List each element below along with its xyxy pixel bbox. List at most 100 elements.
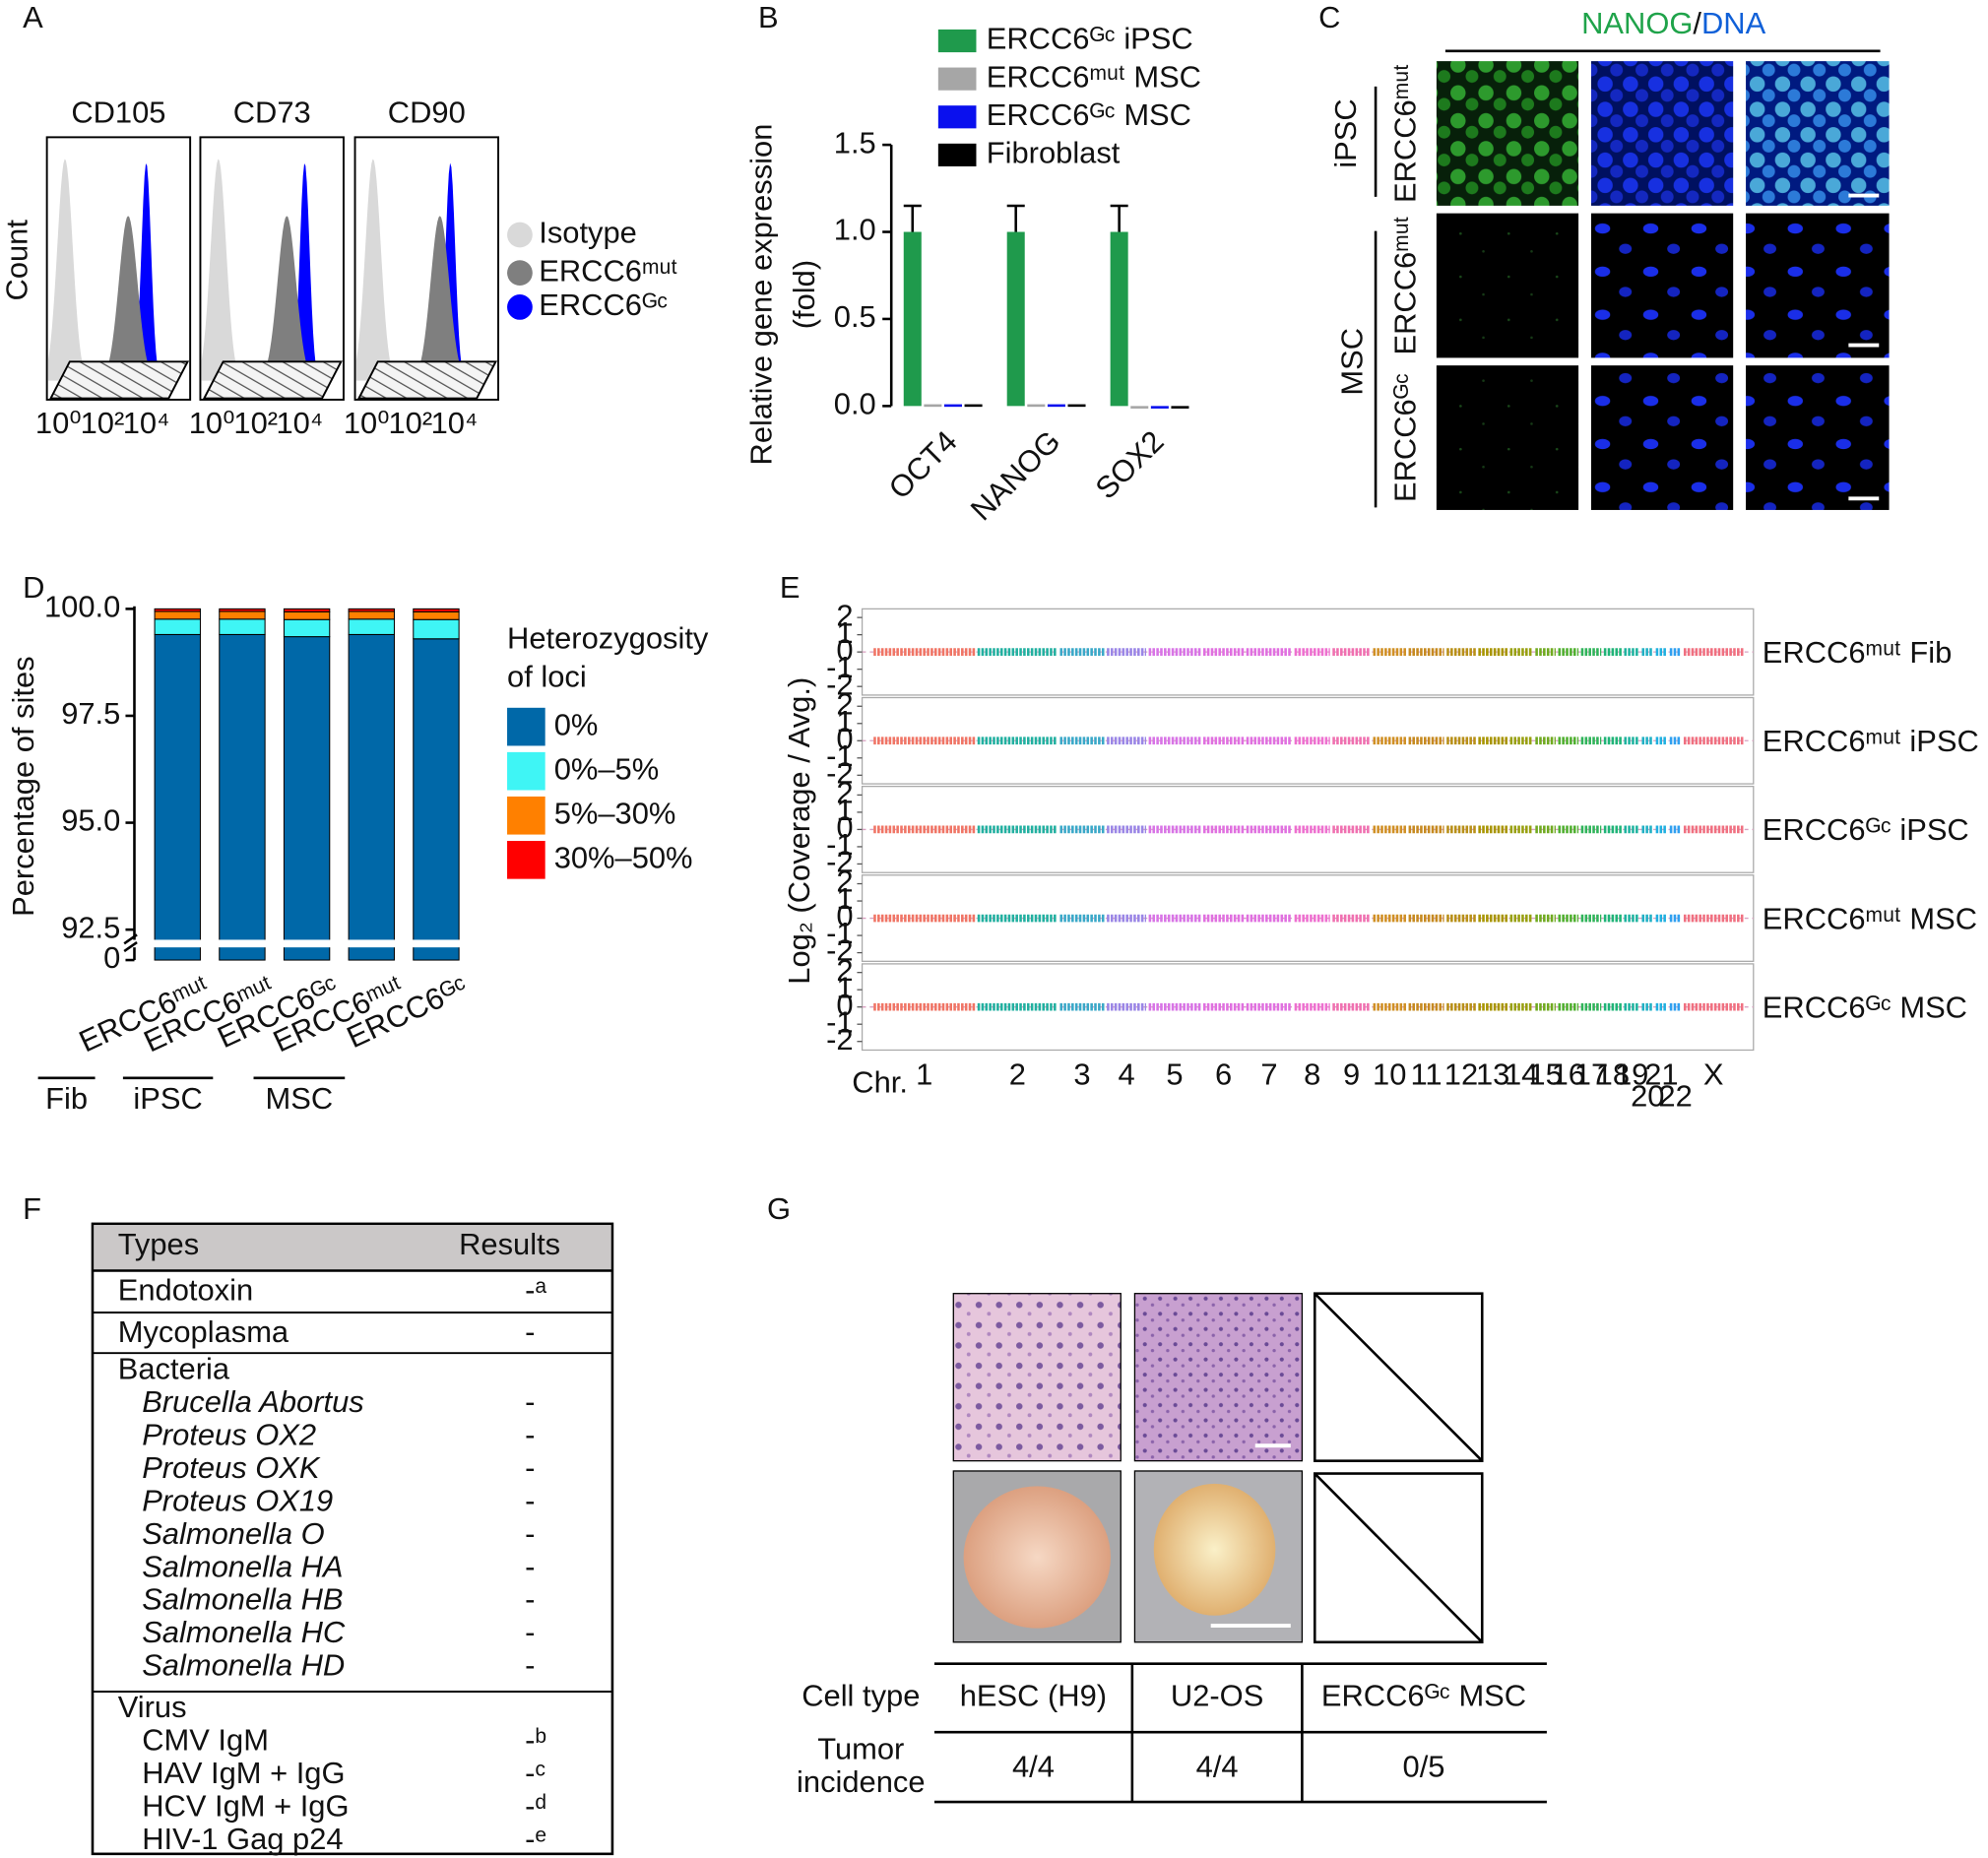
bar xyxy=(1027,404,1046,408)
group-label: iPSC xyxy=(133,1081,202,1116)
legend-label: 0%–5% xyxy=(554,751,659,786)
tumor-images xyxy=(952,1292,1484,1644)
legend-swatch xyxy=(937,143,977,166)
diagonal xyxy=(1314,1472,1484,1643)
chromosome-label: 16 xyxy=(1552,1057,1585,1092)
legend-swatch xyxy=(507,841,545,879)
panel-title: CD105 xyxy=(71,95,165,129)
legend-label: Isotype xyxy=(539,216,637,250)
chromosome-label: 5 xyxy=(1166,1057,1183,1092)
panel-title: CD73 xyxy=(233,95,311,129)
error-bar xyxy=(1006,204,1025,232)
histogram xyxy=(355,159,497,381)
row-result: - xyxy=(525,1648,535,1683)
x-tick-label: NANOG xyxy=(964,424,1067,528)
chromosome-label: 6 xyxy=(1215,1057,1232,1092)
panel-label: B xyxy=(758,0,779,34)
axis-break-gap xyxy=(119,939,475,948)
legend-label: ERCC6ᴳᶜ iPSC xyxy=(987,22,1193,56)
legend-marker xyxy=(507,260,533,287)
y-tick-label: 0 xyxy=(103,940,120,975)
legend-label: ERCC6ᵐᵘᵗ xyxy=(539,253,677,288)
bar-segment xyxy=(154,633,201,961)
column-header: ERCC6ᴳᶜ MSC xyxy=(1321,1679,1526,1713)
y-axis-label: Relative gene expression xyxy=(743,124,778,466)
row-name: CMV IgM xyxy=(142,1723,269,1758)
row-group-label: MSC xyxy=(1334,328,1369,396)
chromosome-label: 22 xyxy=(1658,1079,1692,1114)
panel-title: CD90 xyxy=(388,95,466,129)
y-tick-label: -1 xyxy=(826,916,853,950)
row-name: Salmonella HB xyxy=(142,1582,343,1617)
chromosome-label: 8 xyxy=(1304,1057,1320,1092)
bar-segment xyxy=(283,610,331,620)
x-tick-label: 10⁰ xyxy=(189,406,235,440)
bar xyxy=(1006,231,1025,407)
bar-segment xyxy=(283,618,331,638)
y-tick-label: 100.0 xyxy=(44,590,120,624)
chromosome-label: 20 xyxy=(1631,1079,1664,1114)
legend-title: Heterozygosity xyxy=(507,621,709,656)
row-label: ERCC6ᵐᵘᵗ xyxy=(1387,217,1422,355)
error-bar xyxy=(1110,204,1128,232)
legend-label: Fibroblast xyxy=(987,136,1121,170)
row-result: -ᵉ xyxy=(525,1822,546,1856)
title-part: DNA xyxy=(1701,6,1766,40)
row-result: - xyxy=(525,1483,535,1517)
x-axis-label: Chr. xyxy=(852,1064,908,1099)
immunofluorescence-grid xyxy=(1374,49,1890,510)
track-label: ERCC6ᴳᶜ iPSC xyxy=(1763,812,1969,847)
row-name: Proteus OX2 xyxy=(142,1417,316,1451)
x-tick-label: 10⁴ xyxy=(431,406,479,440)
table-frame xyxy=(91,1222,614,1856)
bar xyxy=(1150,406,1169,409)
bar-segment xyxy=(154,610,201,620)
bar-segment xyxy=(413,618,460,640)
y-tick-label: -1 xyxy=(826,1004,853,1039)
y-tick-label: 1.0 xyxy=(834,213,876,247)
row-name: HIV-1 Gag p24 xyxy=(142,1822,343,1856)
legend-label: ERCC6ᴳᶜ xyxy=(539,288,668,322)
y-tick-label: -1 xyxy=(826,738,853,773)
table-header xyxy=(94,1225,611,1271)
y-tick-label: 0 xyxy=(836,632,853,667)
row-result: - xyxy=(525,1516,535,1551)
chromosome-label: 15 xyxy=(1528,1057,1562,1092)
bar-segment xyxy=(413,608,460,612)
row-name: Salmonella HA xyxy=(142,1549,343,1583)
bar-segment xyxy=(348,618,395,635)
y-tick-label: 0.5 xyxy=(834,299,876,334)
y-tick-label: -2 xyxy=(826,667,853,701)
row-header: Tumor xyxy=(817,1732,904,1766)
row-result: - xyxy=(525,1615,535,1649)
chromosome-label: 3 xyxy=(1073,1057,1090,1092)
group-label: MSC xyxy=(266,1081,334,1116)
bar-segment xyxy=(348,633,395,961)
cell: 4/4 xyxy=(1012,1750,1055,1784)
bar xyxy=(1110,231,1128,407)
row-result: -ᵈ xyxy=(525,1789,546,1824)
column-header: U2-OS xyxy=(1171,1679,1263,1713)
bar xyxy=(964,404,983,408)
y-tick-label: 0 xyxy=(836,899,853,933)
header-cell: Types xyxy=(118,1227,199,1261)
y-tick-label: 1 xyxy=(836,970,853,1004)
axis-base xyxy=(48,360,190,400)
bar-segment xyxy=(283,608,331,612)
histogram xyxy=(47,159,189,381)
row-name: Endotoxin xyxy=(118,1273,253,1308)
bar-segment xyxy=(219,633,266,961)
histogram xyxy=(47,216,189,381)
track-label: ERCC6ᵐᵘᵗ Fib xyxy=(1763,635,1953,670)
bar-segment xyxy=(413,610,460,620)
y-tick-label: -2 xyxy=(826,845,853,879)
image xyxy=(1436,61,1579,206)
legend-label: ERCC6ᵐᵘᵗ MSC xyxy=(987,59,1201,94)
panel-label: D xyxy=(23,570,44,605)
chromosome-label: 11 xyxy=(1411,1057,1443,1092)
legend-marker xyxy=(507,222,533,248)
chromosome-label: 14 xyxy=(1505,1057,1538,1092)
track-label: ERCC6ᵐᵘᵗ iPSC xyxy=(1763,724,1979,758)
chromosome-label: 19 xyxy=(1615,1057,1648,1092)
legend-label: 0% xyxy=(554,707,599,741)
